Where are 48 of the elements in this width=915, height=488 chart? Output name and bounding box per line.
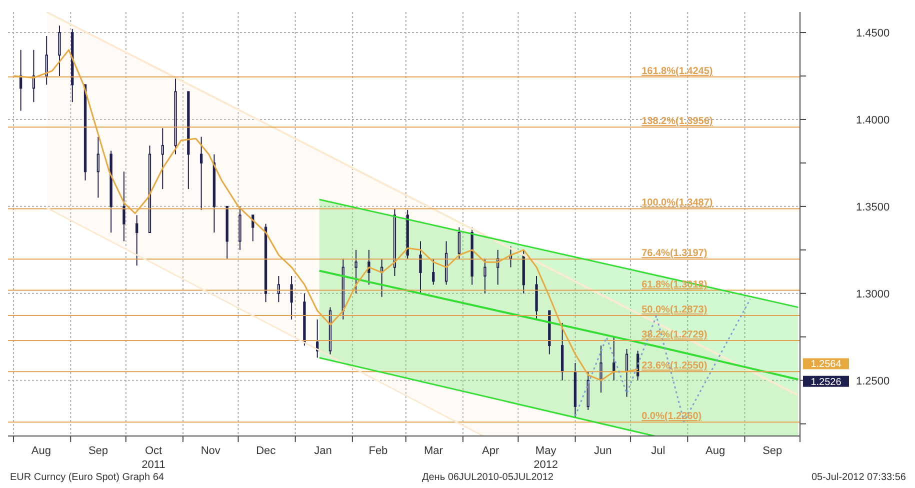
x-tick-label: Oct 2011 — [142, 445, 166, 471]
y-tick-label: 1.3500 — [856, 201, 890, 214]
x-tick-label: May 2012 — [534, 445, 558, 471]
x-tick-label: Jun — [594, 445, 612, 457]
y-tick-label: 1.3000 — [856, 288, 890, 300]
candlestick — [136, 214, 138, 266]
x-tick-label: Apr — [482, 445, 500, 457]
annotation: 1.2526 — [810, 376, 842, 388]
candlestick — [96, 136, 100, 198]
ref-line-label: 138.2%(1.3956) — [642, 116, 713, 128]
ref-line-label: 23.6%(1.2550) — [642, 360, 708, 372]
candlestick — [419, 240, 422, 294]
x-tick-label: Sep — [88, 445, 108, 457]
candlestick — [161, 128, 164, 190]
x-tick-label: Dec — [256, 445, 276, 457]
x-tick-label: Jan — [314, 445, 332, 457]
line-series — [574, 298, 752, 422]
candlestick — [200, 136, 203, 210]
ref-line-label: 50.0%(1.2873) — [642, 304, 708, 316]
ref-line-label: 100.0%(1.3487) — [642, 198, 713, 209]
candlestick — [458, 226, 460, 260]
x-tick-label: Aug — [705, 445, 726, 457]
ref-line-label: 161.8%(1.4245) — [642, 66, 713, 77]
annotation: 1.2564 — [810, 359, 842, 370]
y-tick-label: 1.4000 — [856, 114, 890, 126]
candlestick — [58, 25, 61, 76]
x-tick-label: Nov — [200, 445, 221, 457]
ref-line-label: 38.2%(1.2729) — [642, 330, 708, 341]
ref-line-label: 0.0%(1.2260) — [642, 411, 702, 422]
x-tick-label: Sep — [762, 445, 782, 457]
x-tick-label: Feb — [368, 445, 388, 457]
candlestick — [600, 345, 602, 394]
x-tick-label: Aug — [31, 445, 51, 457]
text: EUR Curncy (Euro Spot) Graph 64 — [10, 472, 164, 483]
candlestick — [122, 171, 126, 242]
candlestick — [484, 258, 486, 294]
candlestick — [432, 258, 435, 286]
x-tick-label: Jul — [651, 445, 666, 457]
candlestick — [290, 276, 293, 320]
y-tick-label: 1.2500 — [856, 375, 890, 388]
text: 05-Jul-2012 07:33:56 — [811, 472, 906, 483]
y-tick-label: 1.4500 — [856, 27, 890, 40]
text: День 06JUL2010-05JUL2012 — [422, 472, 554, 483]
x-tick-label: Mar — [424, 445, 444, 457]
candlestick — [277, 276, 280, 303]
candlestick — [354, 249, 358, 294]
line-series — [12, 49, 639, 382]
ref-line-label: 76.4%(1.3197) — [642, 248, 708, 260]
